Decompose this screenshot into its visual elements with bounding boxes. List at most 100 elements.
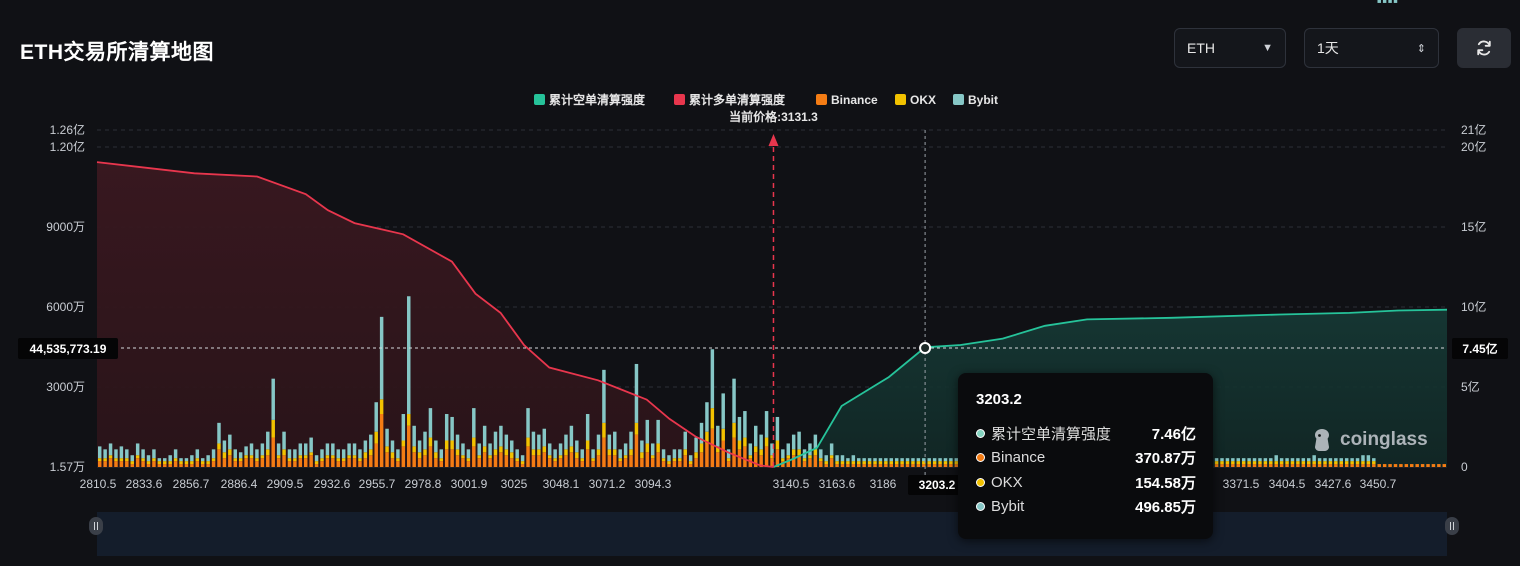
bar-binance [396,461,400,467]
bar-okx [623,455,628,459]
bar-bybit [813,434,818,450]
bar-binance [304,458,308,467]
bar-okx [1241,461,1246,465]
bar-binance [775,449,780,467]
bar-okx [1214,461,1219,465]
bar-bybit [878,458,883,462]
bar-bybit [325,443,330,456]
bar-okx [325,455,330,459]
legend-swatch [534,94,545,105]
range-select[interactable]: 1天 ⇕ [1304,28,1439,68]
bar-okx [499,446,503,453]
current-price-arrow-icon [768,134,779,146]
bar-binance [840,464,845,467]
bar-okx [770,455,774,459]
bar-binance [537,455,541,467]
bar-okx [146,461,151,465]
bar-bybit [271,378,275,420]
bar-binance [173,461,178,467]
short-cumulative-line [773,308,1448,468]
bar-bybit [477,443,481,456]
slider-handle-right[interactable] [1445,517,1459,535]
bar-bybit [434,440,438,453]
bar-bybit [1372,458,1376,462]
zoom-slider[interactable] [89,512,1459,556]
bar-okx [607,449,612,456]
bar-okx [238,458,243,462]
x-tick-label: 2909.5 [267,477,304,491]
bar-bybit [764,411,769,438]
bar-bybit [493,431,498,450]
bar-binance [927,464,931,467]
bar-okx [851,461,856,465]
coinglass-logo-icon [1315,429,1329,451]
bar-okx [884,461,888,465]
bar-binance [228,455,232,467]
bar-binance [233,461,237,467]
bar-bybit [623,443,628,456]
bar-okx [672,458,677,462]
bar-okx [1307,461,1311,465]
bar-bybit [1312,455,1316,462]
bar-bybit [217,422,221,444]
bar-binance [417,458,422,467]
bar-binance [385,452,389,467]
bar-bybit [206,455,210,462]
bar-bybit [585,414,590,441]
bar-binance [716,452,720,467]
bar-bybit [857,458,861,462]
bar-okx [1317,461,1322,465]
bar-okx [168,461,172,465]
bar-binance [499,452,503,467]
bar-binance [369,455,373,467]
bar-binance [472,446,476,467]
bar-bybit [661,449,666,459]
bar-binance [721,440,725,467]
bar-binance [1361,464,1365,467]
bar-okx [526,437,530,447]
bar-bybit [190,455,194,462]
bar-okx [407,414,411,426]
refresh-button[interactable] [1457,28,1511,68]
x-tick-label: 3025 [501,477,528,491]
slider-handle-left[interactable] [89,517,103,535]
bar-binance [878,464,883,467]
bar-bybit [173,449,178,459]
bar-okx [130,461,134,465]
legend-swatch [674,94,685,105]
bar-bybit [358,449,362,459]
bar-binance [1247,464,1251,467]
page-title: ETH交易所清算地图 [20,41,214,64]
bar-bybit [678,449,682,459]
bar-bybit [927,458,931,462]
legend-swatch [816,94,827,105]
x-tick-label: 3001.9 [451,477,488,491]
bar-binance [255,461,259,467]
bar-bybit [922,458,926,462]
bar-okx [1372,461,1376,465]
bar-binance [266,455,270,467]
bar-binance [347,458,351,467]
bar-okx [444,440,449,450]
bar-bybit [607,434,612,450]
bar-bybit [732,378,736,423]
bar-bybit [125,449,129,459]
bar-bybit [911,458,915,462]
bar-okx [640,452,644,459]
bar-bybit [390,440,395,453]
bar-binance [672,461,677,467]
x-tick-label: 3140.5 [773,477,810,491]
bar-binance [1382,464,1387,467]
bar-okx [781,458,785,462]
bar-okx [488,455,492,459]
coin-select[interactable]: ETH ▼ [1174,28,1286,68]
bar-bybit [1252,458,1257,462]
y-right-tick-label: 20亿 [1461,139,1486,154]
bar-binance [1225,464,1230,467]
bar-binance [569,452,574,467]
bar-bybit [163,458,167,462]
bar-okx [510,452,514,459]
bar-okx [401,440,406,447]
tooltip-row-value: 7.46亿 [1151,425,1196,443]
